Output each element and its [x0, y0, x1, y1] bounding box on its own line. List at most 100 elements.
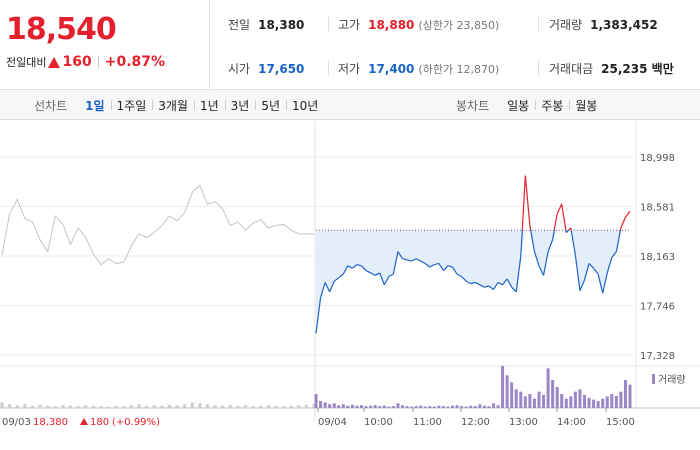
tab-3months[interactable]: 3개월	[152, 97, 194, 114]
volume-bar-today	[555, 387, 559, 408]
series-today-segment	[515, 256, 522, 293]
volume-bar-today	[328, 404, 332, 408]
series-today-segment	[606, 257, 613, 274]
volume-bar-prev	[76, 406, 80, 408]
series-today-segment	[524, 175, 531, 226]
volume-bar-prev	[38, 404, 42, 408]
prev-day-close: 18,380	[33, 417, 68, 428]
change-label: 전일대비	[6, 56, 47, 69]
volume-bar-today	[505, 375, 509, 408]
series-today-segment	[583, 263, 590, 281]
volume-bar-today	[355, 405, 359, 408]
series-today-segment	[620, 216, 627, 229]
volume-bar-prev	[190, 402, 194, 408]
line-chart-tabs: 선차트 1일 1주일 3개월 1년 3년 5년 10년	[34, 90, 324, 120]
divider	[328, 61, 329, 75]
tab-5years[interactable]: 5년	[255, 97, 286, 114]
tab-1day[interactable]: 1일	[85, 98, 105, 113]
volume-bar-prev	[61, 405, 65, 408]
open-price: 시가 17,650	[228, 62, 305, 76]
volume-bar-today	[614, 395, 618, 408]
y-tick-label: 17,746	[640, 302, 675, 313]
x-tick-label: 09/04	[318, 417, 347, 428]
volume-bar-prev	[236, 405, 240, 408]
tab-1year[interactable]: 1년	[193, 97, 225, 114]
volume-bar-prev	[46, 405, 50, 408]
volume-bar-today	[496, 405, 500, 408]
volume-bar-today	[542, 394, 546, 408]
series-today-segment	[615, 230, 622, 252]
series-today-segment	[552, 230, 555, 240]
volume-bar-today	[387, 406, 391, 408]
tab-3years[interactable]: 3년	[224, 97, 256, 114]
volume-bar-today	[582, 394, 586, 408]
volume-bar-prev	[129, 405, 133, 408]
low-price: 저가 17,400 (하한가 12,870)	[338, 62, 500, 76]
x-tick-label: 11:00	[413, 417, 442, 428]
volume-bar-today	[482, 405, 486, 408]
tab-daily-candle[interactable]: 일봉	[507, 98, 530, 113]
volume-bar-today	[519, 391, 523, 408]
volume-bar-today	[546, 368, 550, 408]
volume-bar-prev	[0, 402, 4, 408]
volume-bar-today	[405, 406, 409, 408]
volume-bar-today	[400, 405, 404, 408]
tab-monthly-candle[interactable]: 월봉	[569, 97, 603, 114]
series-today-segment	[397, 251, 403, 260]
volume-bar-prev	[152, 405, 156, 408]
volume-bar-today	[378, 406, 382, 408]
tab-10years[interactable]: 10년	[286, 97, 324, 114]
volume-bar-prev	[99, 406, 103, 408]
volume-bar-today	[564, 398, 568, 408]
candle-chart-title: 봉차트	[456, 98, 490, 113]
series-today-segment	[424, 262, 431, 268]
volume-bar-prev	[91, 405, 95, 408]
volume-bar-today	[487, 406, 491, 408]
series-today-segment	[356, 264, 362, 267]
volume-bar-prev	[198, 403, 202, 408]
series-today-segment	[521, 175, 526, 231]
tab-weekly-candle[interactable]: 주봉	[535, 97, 569, 114]
tab-1week[interactable]: 1주일	[110, 97, 153, 114]
volume-bar-today	[341, 404, 345, 408]
series-today-segment	[479, 284, 485, 288]
volume-bar-today	[592, 399, 596, 408]
volume-bar-today	[423, 406, 427, 408]
volume-bar-prev	[251, 406, 255, 408]
volume-bar-prev	[282, 406, 286, 408]
divider	[538, 61, 539, 75]
high-price: 고가 18,880 (상한가 23,850)	[338, 18, 500, 32]
volume-bar-today	[410, 406, 414, 408]
volume-bar-today	[628, 384, 632, 408]
prev-day-up-icon	[80, 418, 88, 425]
below-reference-fill	[316, 230, 630, 334]
volume-bar-prev	[23, 403, 27, 408]
series-today-segment	[392, 251, 399, 275]
series-today-segment	[561, 204, 567, 231]
series-today-segment	[511, 286, 517, 293]
x-tick-label: 13:00	[509, 417, 538, 428]
volume-bar-today	[432, 406, 436, 408]
volume-bar-prev	[244, 405, 248, 408]
volume-bar-prev	[114, 405, 118, 408]
volume-bar-today	[501, 366, 505, 408]
volume-bar-today	[528, 394, 532, 408]
series-today-segment	[593, 267, 599, 275]
volume-bar-today	[587, 397, 591, 408]
y-tick-label: 18,998	[640, 153, 675, 164]
volume-bar-today	[319, 401, 323, 408]
series-today-segment	[506, 278, 513, 288]
series-today-segment	[530, 230, 536, 252]
price-chart: 18,998 18,581 18,163 17,746 17,328 거래량 09/04…	[0, 121, 700, 450]
line-chart-title: 선차트	[34, 98, 68, 113]
x-tick-label: 15:00	[606, 417, 635, 428]
volume-bar-today	[551, 380, 555, 408]
volume-bar-today	[610, 394, 614, 408]
series-today-segment	[492, 282, 499, 290]
volume-bar-prev	[68, 405, 72, 408]
series-today-segment	[461, 276, 467, 282]
volume-bar-prev	[266, 405, 270, 408]
x-tick-label: 14:00	[557, 417, 586, 428]
chart-tabs: 선차트 1일 1주일 3개월 1년 3년 5년 10년 봉차트 일봉 주봉 월봉	[0, 90, 700, 120]
volume-bar-today	[451, 405, 455, 408]
